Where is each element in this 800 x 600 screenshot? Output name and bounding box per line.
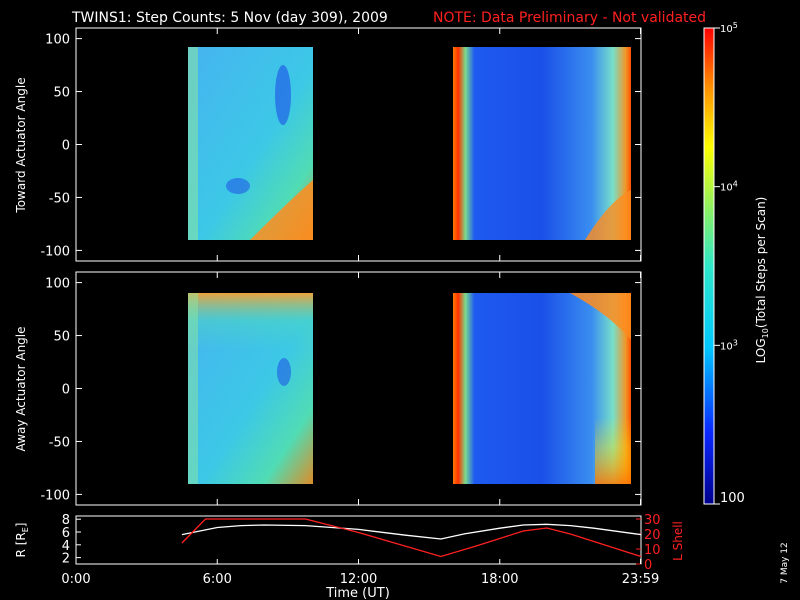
- middle-ylabel: Away Actuator Angle: [14, 326, 28, 451]
- mid-y-tick-label: -50: [49, 435, 70, 450]
- top-heatmap-arc: [250, 180, 313, 240]
- colorbar-ticks: 100 103 104 105: [714, 21, 745, 506]
- r-series-line: [181, 523, 642, 540]
- l-shell-tick-label: 10: [644, 543, 661, 558]
- top-y-tick-label: 100: [45, 33, 70, 48]
- l-shell-series-line: [181, 518, 642, 558]
- time-tick-label: 6:00: [203, 572, 232, 587]
- time-tick-label: 23:59: [622, 572, 659, 587]
- date-stamp: 7 May 12: [780, 542, 790, 584]
- colorbar: 100 103 104 105 LOG10(Total Steps per Scan): [703, 21, 770, 506]
- l-shell-tick-label: 0: [644, 558, 652, 573]
- l-shell-tick-label: 20: [644, 528, 661, 543]
- top-heatmap-feature: [226, 178, 250, 194]
- colorbar-tick-label: 105: [720, 21, 738, 35]
- colorbar-tick-label: 104: [720, 180, 738, 194]
- r-tick-label: 2: [62, 552, 70, 567]
- colorbar-tick-label: 103: [720, 338, 738, 352]
- colorbar-tick-label: 100: [720, 491, 745, 506]
- mid-y-tick-label: 50: [53, 330, 70, 345]
- r-tick-label: 6: [62, 526, 70, 541]
- top-heatmap-block-1-edge: [188, 47, 198, 240]
- r-tick-label: 4: [62, 539, 70, 554]
- time-axis-label: Time (UT): [325, 586, 390, 600]
- mid-heatmap-bottom-band: [595, 293, 631, 484]
- middle-x-ticks: [75, 272, 642, 505]
- r-tick-label: 8: [62, 513, 70, 528]
- top-x-ticks: [75, 28, 642, 261]
- bottom-plot-frame: [75, 515, 642, 565]
- middle-panel: -100 -50 0 50 100 Away Actuator Angle: [14, 271, 642, 506]
- r-axis-label: R [RE]: [14, 523, 30, 558]
- colorbar-gradient: [703, 27, 715, 505]
- top-y-tick-label: -100: [40, 244, 70, 259]
- top-heatmap-feature: [275, 65, 291, 125]
- time-tick-label: 18:00: [481, 572, 518, 587]
- preliminary-note: NOTE: Data Preliminary - Not validated: [433, 10, 706, 26]
- chart-title: TWINS1: Step Counts: 5 Nov (day 309), 20…: [71, 10, 388, 26]
- mid-y-tick-label: 0: [62, 383, 70, 398]
- top-ylabel: Toward Actuator Angle: [14, 77, 28, 213]
- top-panel: -100 -50 0 50 100 Toward Actuator Angle: [14, 27, 642, 262]
- colorbar-label: LOG10(Total Steps per Scan): [754, 197, 770, 364]
- mid-y-tick-label: -100: [40, 488, 70, 503]
- top-y-tick-label: 0: [62, 139, 70, 154]
- top-y-axis: -100 -50 0 50 100: [40, 33, 641, 259]
- mid-y-tick-label: 100: [45, 277, 70, 292]
- mid-heatmap-feature: [277, 358, 291, 386]
- top-y-tick-label: 50: [53, 86, 70, 101]
- time-tick-label: 12:00: [340, 572, 377, 587]
- time-axis: 0:00 6:00 12:00 18:00 23:59: [61, 559, 659, 587]
- time-tick-label: 0:00: [61, 572, 90, 587]
- top-heatmap-block-2: [453, 47, 631, 240]
- l-shell-tick-label: 30: [644, 513, 661, 528]
- top-y-tick-label: -50: [49, 191, 70, 206]
- top-heatmap-arc: [585, 190, 631, 240]
- middle-y-axis: -100 -50 0 50 100: [40, 277, 641, 503]
- bottom-series: [181, 518, 642, 558]
- mid-heatmap-top-band: [188, 293, 313, 484]
- l-shell-axis-label: L Shell: [671, 521, 685, 561]
- mid-heatmap-block-1-edge: [188, 293, 198, 484]
